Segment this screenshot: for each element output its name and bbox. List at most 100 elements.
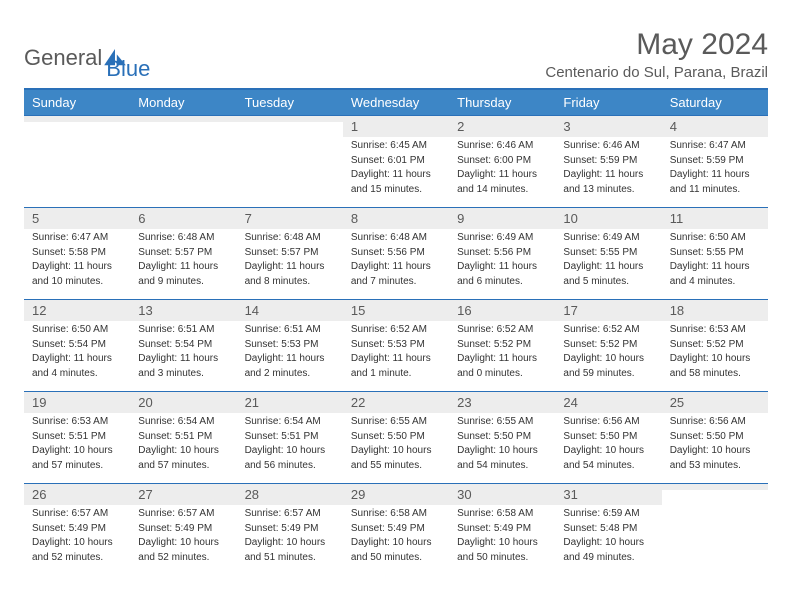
calendar-day-cell: 26Sunrise: 6:57 AMSunset: 5:49 PMDayligh… <box>24 484 130 576</box>
daylight-line: Daylight: 11 hours and 13 minutes. <box>563 168 653 197</box>
calendar-day-cell: 13Sunrise: 6:51 AMSunset: 5:54 PMDayligh… <box>130 300 236 392</box>
day-number: 24 <box>555 392 661 413</box>
sunset-line: Sunset: 5:56 PM <box>351 246 441 261</box>
day-number-row: 19 <box>24 392 130 413</box>
sunset-line: Sunset: 5:59 PM <box>670 154 760 169</box>
day-number-row: 10 <box>555 208 661 229</box>
day-number: 29 <box>343 484 449 505</box>
day-content: Sunrise: 6:53 AMSunset: 5:52 PMDaylight:… <box>662 321 768 385</box>
day-number-row: 22 <box>343 392 449 413</box>
day-number: 9 <box>449 208 555 229</box>
day-number: 18 <box>662 300 768 321</box>
day-number: 7 <box>237 208 343 229</box>
day-content: Sunrise: 6:58 AMSunset: 5:49 PMDaylight:… <box>343 505 449 569</box>
location-label: Centenario do Sul, Parana, Brazil <box>545 64 768 81</box>
daylight-line: Daylight: 11 hours and 5 minutes. <box>563 260 653 289</box>
day-number-row <box>24 116 130 122</box>
day-content: Sunrise: 6:46 AMSunset: 5:59 PMDaylight:… <box>555 137 661 201</box>
sunset-line: Sunset: 5:52 PM <box>670 338 760 353</box>
daylight-line: Daylight: 10 hours and 53 minutes. <box>670 444 760 473</box>
day-content: Sunrise: 6:59 AMSunset: 5:48 PMDaylight:… <box>555 505 661 569</box>
sunset-line: Sunset: 5:49 PM <box>245 522 335 537</box>
day-content: Sunrise: 6:54 AMSunset: 5:51 PMDaylight:… <box>237 413 343 477</box>
sunset-line: Sunset: 5:57 PM <box>245 246 335 261</box>
sunset-line: Sunset: 5:49 PM <box>457 522 547 537</box>
daylight-line: Daylight: 10 hours and 57 minutes. <box>32 444 122 473</box>
day-content: Sunrise: 6:49 AMSunset: 5:56 PMDaylight:… <box>449 229 555 293</box>
daylight-line: Daylight: 11 hours and 2 minutes. <box>245 352 335 381</box>
daylight-line: Daylight: 11 hours and 10 minutes. <box>32 260 122 289</box>
sunset-line: Sunset: 5:56 PM <box>457 246 547 261</box>
sunrise-line: Sunrise: 6:52 AM <box>457 323 547 338</box>
day-number: 10 <box>555 208 661 229</box>
sunrise-line: Sunrise: 6:48 AM <box>138 231 228 246</box>
sunrise-line: Sunrise: 6:49 AM <box>563 231 653 246</box>
sunset-line: Sunset: 5:51 PM <box>245 430 335 445</box>
day-content: Sunrise: 6:49 AMSunset: 5:55 PMDaylight:… <box>555 229 661 293</box>
day-number-row <box>130 116 236 122</box>
day-content: Sunrise: 6:51 AMSunset: 5:53 PMDaylight:… <box>237 321 343 385</box>
calendar-day-cell: 5 Sunrise: 6:47 AMSunset: 5:58 PMDaylight… <box>24 208 130 300</box>
daylight-line: Daylight: 11 hours and 3 minutes. <box>138 352 228 381</box>
header-right: May 2024 Centenario do Sul, Parana, Braz… <box>545 28 768 81</box>
daylight-line: Daylight: 10 hours and 58 minutes. <box>670 352 760 381</box>
sunrise-line: Sunrise: 6:52 AM <box>563 323 653 338</box>
calendar-day-cell: 18Sunrise: 6:53 AMSunset: 5:52 PMDayligh… <box>662 300 768 392</box>
sunset-line: Sunset: 6:00 PM <box>457 154 547 169</box>
daylight-line: Daylight: 10 hours and 51 minutes. <box>245 536 335 565</box>
sunset-line: Sunset: 5:58 PM <box>32 246 122 261</box>
day-number: 8 <box>343 208 449 229</box>
day-number-row: 2 <box>449 116 555 137</box>
calendar-day-cell: 14Sunrise: 6:51 AMSunset: 5:53 PMDayligh… <box>237 300 343 392</box>
day-number-row: 24 <box>555 392 661 413</box>
sunrise-line: Sunrise: 6:58 AM <box>457 507 547 522</box>
weekday-header: Monday <box>130 89 236 116</box>
day-number-row: 9 <box>449 208 555 229</box>
sunrise-line: Sunrise: 6:47 AM <box>32 231 122 246</box>
header: General Blue May 2024 Centenario do Sul,… <box>24 28 768 82</box>
day-number: 27 <box>130 484 236 505</box>
calendar-day-cell: 27Sunrise: 6:57 AMSunset: 5:49 PMDayligh… <box>130 484 236 576</box>
sunset-line: Sunset: 5:54 PM <box>138 338 228 353</box>
sunrise-line: Sunrise: 6:50 AM <box>670 231 760 246</box>
sunrise-line: Sunrise: 6:57 AM <box>245 507 335 522</box>
sunset-line: Sunset: 5:52 PM <box>457 338 547 353</box>
daylight-line: Daylight: 10 hours and 55 minutes. <box>351 444 441 473</box>
day-number: 3 <box>555 116 661 137</box>
daylight-line: Daylight: 10 hours and 54 minutes. <box>457 444 547 473</box>
day-content: Sunrise: 6:57 AMSunset: 5:49 PMDaylight:… <box>130 505 236 569</box>
calendar-day-cell: 11Sunrise: 6:50 AMSunset: 5:55 PMDayligh… <box>662 208 768 300</box>
calendar-day-cell: 6Sunrise: 6:48 AMSunset: 5:57 PMDaylight… <box>130 208 236 300</box>
sunset-line: Sunset: 5:57 PM <box>138 246 228 261</box>
day-number: 25 <box>662 392 768 413</box>
calendar-body: 1Sunrise: 6:45 AMSunset: 6:01 PMDaylight… <box>24 116 768 576</box>
sunrise-line: Sunrise: 6:49 AM <box>457 231 547 246</box>
sunrise-line: Sunrise: 6:50 AM <box>32 323 122 338</box>
sunrise-line: Sunrise: 6:47 AM <box>670 139 760 154</box>
sunrise-line: Sunrise: 6:54 AM <box>245 415 335 430</box>
calendar-week-row: 1Sunrise: 6:45 AMSunset: 6:01 PMDaylight… <box>24 116 768 208</box>
day-number: 5 <box>24 208 130 229</box>
day-content: Sunrise: 6:50 AMSunset: 5:55 PMDaylight:… <box>662 229 768 293</box>
day-content: Sunrise: 6:55 AMSunset: 5:50 PMDaylight:… <box>343 413 449 477</box>
daylight-line: Daylight: 11 hours and 0 minutes. <box>457 352 547 381</box>
sunset-line: Sunset: 5:53 PM <box>351 338 441 353</box>
daylight-line: Daylight: 10 hours and 56 minutes. <box>245 444 335 473</box>
calendar-table: Sunday Monday Tuesday Wednesday Thursday… <box>24 88 768 576</box>
calendar-day-cell: 16Sunrise: 6:52 AMSunset: 5:52 PMDayligh… <box>449 300 555 392</box>
calendar-day-cell: 25Sunrise: 6:56 AMSunset: 5:50 PMDayligh… <box>662 392 768 484</box>
sunset-line: Sunset: 5:51 PM <box>32 430 122 445</box>
sunset-line: Sunset: 5:50 PM <box>563 430 653 445</box>
sunrise-line: Sunrise: 6:56 AM <box>563 415 653 430</box>
day-number-row: 11 <box>662 208 768 229</box>
sunset-line: Sunset: 5:50 PM <box>351 430 441 445</box>
day-content: Sunrise: 6:52 AMSunset: 5:52 PMDaylight:… <box>555 321 661 385</box>
calendar-day-cell: 7Sunrise: 6:48 AMSunset: 5:57 PMDaylight… <box>237 208 343 300</box>
sunrise-line: Sunrise: 6:48 AM <box>351 231 441 246</box>
daylight-line: Daylight: 10 hours and 50 minutes. <box>351 536 441 565</box>
calendar-day-cell: 21Sunrise: 6:54 AMSunset: 5:51 PMDayligh… <box>237 392 343 484</box>
sunrise-line: Sunrise: 6:53 AM <box>32 415 122 430</box>
day-number-row: 31 <box>555 484 661 505</box>
day-content: Sunrise: 6:51 AMSunset: 5:54 PMDaylight:… <box>130 321 236 385</box>
day-content: Sunrise: 6:52 AMSunset: 5:52 PMDaylight:… <box>449 321 555 385</box>
